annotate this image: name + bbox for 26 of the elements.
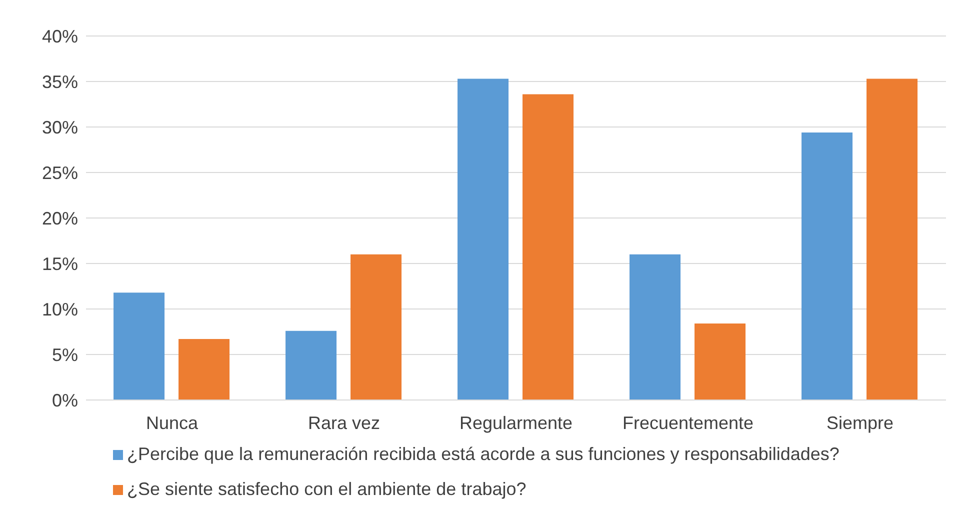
y-tick-label: 40% xyxy=(42,26,78,46)
y-tick-label: 10% xyxy=(42,299,78,320)
bar xyxy=(522,94,574,400)
y-tick-label: 35% xyxy=(42,72,78,92)
y-tick-label: 25% xyxy=(42,162,78,183)
y-tick-label: 5% xyxy=(52,344,78,365)
bar xyxy=(286,330,337,400)
bar xyxy=(630,254,681,400)
x-tick-label: Nunca xyxy=(146,412,200,433)
x-tick-label: Siempre xyxy=(826,412,894,433)
bar xyxy=(694,324,746,400)
bar xyxy=(178,339,230,400)
bar xyxy=(458,78,509,400)
y-tick-label: 30% xyxy=(42,117,78,138)
bar xyxy=(802,132,853,400)
bar xyxy=(350,254,402,400)
x-tick-label: Frecuentemente xyxy=(622,412,754,433)
y-tick-label: 20% xyxy=(42,208,78,228)
y-tick-label: 0% xyxy=(52,390,78,410)
y-tick-label: 15% xyxy=(42,254,78,274)
x-tick-label: Rara vez xyxy=(308,412,380,433)
legend-label: ¿Percibe que la remuneración recibida está acorde a sus funciones y responsabilidades? xyxy=(127,444,840,465)
bar xyxy=(866,78,918,400)
legend-label: ¿Se siente satisfecho con el ambiente de trabajo? xyxy=(127,479,526,500)
x-tick-label: Regularmente xyxy=(459,412,573,433)
bar xyxy=(114,292,165,400)
